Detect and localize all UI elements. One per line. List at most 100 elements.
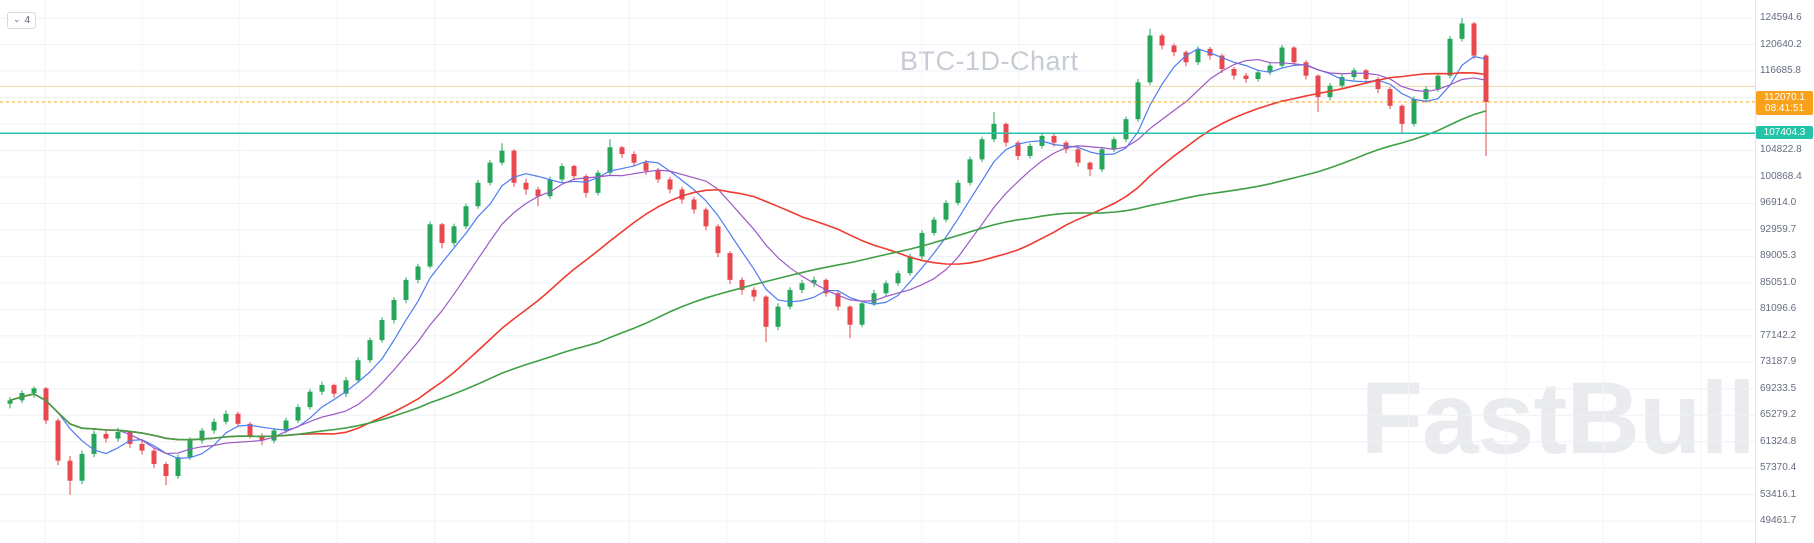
candle-body <box>523 182 529 190</box>
candle-body <box>1339 76 1345 86</box>
candle-body <box>127 431 133 444</box>
axis-price-label: 49461.7 <box>1760 515 1797 527</box>
candle-body <box>1471 23 1477 56</box>
candle-body <box>559 166 565 180</box>
axis-price-label: 53416.1 <box>1760 488 1797 500</box>
candle-body <box>907 256 913 274</box>
candle-body <box>415 266 421 280</box>
candle-body <box>727 253 733 280</box>
axis-price-label: 120640.2 <box>1760 38 1802 50</box>
chart-canvas[interactable]: BTC-1D-Chart FastBull ⌄ 4 <box>0 0 1755 543</box>
axis-price-label: 77142.2 <box>1760 329 1797 341</box>
candle-body <box>1159 35 1165 46</box>
candle-body <box>151 450 157 464</box>
candle-body <box>1399 105 1405 124</box>
candle-body <box>1363 70 1369 80</box>
candle-body <box>1015 142 1021 157</box>
candle-body <box>1459 23 1465 39</box>
candle-body <box>679 189 685 200</box>
candle-body <box>1423 89 1429 100</box>
candlestick-chart[interactable] <box>0 0 1755 543</box>
current-price-value: 112070.1 <box>1764 91 1805 103</box>
candle-body <box>715 226 721 254</box>
candle-body <box>691 199 697 210</box>
candle-body <box>1483 55 1489 102</box>
candle-body <box>1087 162 1093 170</box>
candle-body <box>1075 149 1081 163</box>
candle-body <box>1051 135 1057 143</box>
axis-price-label: 92959.7 <box>1760 223 1797 235</box>
candle-body <box>319 384 325 392</box>
axis-price-label: 89005.3 <box>1760 250 1797 262</box>
candle-body <box>1243 75 1249 80</box>
candle-body <box>439 224 445 244</box>
axis-price-label: 69233.5 <box>1760 382 1797 394</box>
candle-body <box>31 388 37 394</box>
candle-body <box>835 293 841 307</box>
candle-body <box>787 289 793 307</box>
candle-body <box>55 420 61 461</box>
candle-body <box>211 421 217 431</box>
candle-body <box>1207 48 1213 56</box>
candle-body <box>487 162 493 183</box>
candle-body <box>667 179 673 190</box>
candle-body <box>799 283 805 290</box>
candle-body <box>1435 75 1441 90</box>
candle-body <box>919 233 925 257</box>
level-price-badge: 107404.3 <box>1756 126 1813 140</box>
ma-line-5 <box>9 48 1487 459</box>
axis-price-label: 96914.0 <box>1760 197 1797 209</box>
candle-body <box>811 279 817 284</box>
candle-body <box>283 420 289 431</box>
candle-body <box>979 139 985 160</box>
candle-body <box>595 172 601 193</box>
candle-body <box>367 340 373 361</box>
candle-body <box>859 303 865 325</box>
candle-body <box>43 388 49 421</box>
candle-body <box>379 320 385 341</box>
candle-body <box>499 150 505 163</box>
candle-body <box>103 433 109 439</box>
candle-body <box>1183 52 1189 63</box>
candle-body <box>619 147 625 154</box>
axis-price-label: 116685.8 <box>1760 65 1801 77</box>
candle-body <box>739 279 745 290</box>
candle-body <box>1111 139 1117 150</box>
candle-body <box>1231 68 1237 76</box>
candle-body <box>1135 82 1141 120</box>
axis-price-label: 61324.8 <box>1760 435 1797 447</box>
candle-body <box>1195 48 1201 63</box>
axis-price-label: 85051.0 <box>1760 276 1797 288</box>
candle-body <box>955 182 961 203</box>
price-axis[interactable]: 112070.1 08:41:51 107404.3 124594.6 12064… <box>1755 0 1814 543</box>
candle-body <box>1387 89 1393 106</box>
candle-body <box>607 147 613 173</box>
candle-body <box>871 293 877 304</box>
candle-body <box>883 283 889 294</box>
indicators-collapse-button[interactable]: ⌄ 4 <box>7 12 37 29</box>
candle-body <box>1147 35 1153 83</box>
candle-body <box>775 306 781 327</box>
axis-price-label: 65279.2 <box>1760 409 1797 421</box>
candle-body <box>1291 47 1297 63</box>
current-price-badge: 112070.1 08:41:51 <box>1756 90 1813 115</box>
candle-body <box>331 384 337 394</box>
candle-body <box>1375 79 1381 90</box>
candle-body <box>115 431 121 439</box>
candle-body <box>1411 99 1417 124</box>
candle-body <box>655 170 661 180</box>
axis-price-label: 81096.6 <box>1760 303 1797 315</box>
candle-body <box>763 296 769 327</box>
candle-body <box>1303 62 1309 76</box>
axis-price-label: 124594.6 <box>1760 12 1802 24</box>
candle-body <box>751 289 757 297</box>
indicator-count: 4 <box>24 15 31 26</box>
candle-body <box>847 306 853 325</box>
candle-body <box>451 226 457 244</box>
candle-body <box>463 206 469 227</box>
candle-body <box>895 273 901 284</box>
candle-body <box>631 153 637 163</box>
axis-price-label: 73187.9 <box>1760 356 1797 368</box>
candle-body <box>967 159 973 183</box>
